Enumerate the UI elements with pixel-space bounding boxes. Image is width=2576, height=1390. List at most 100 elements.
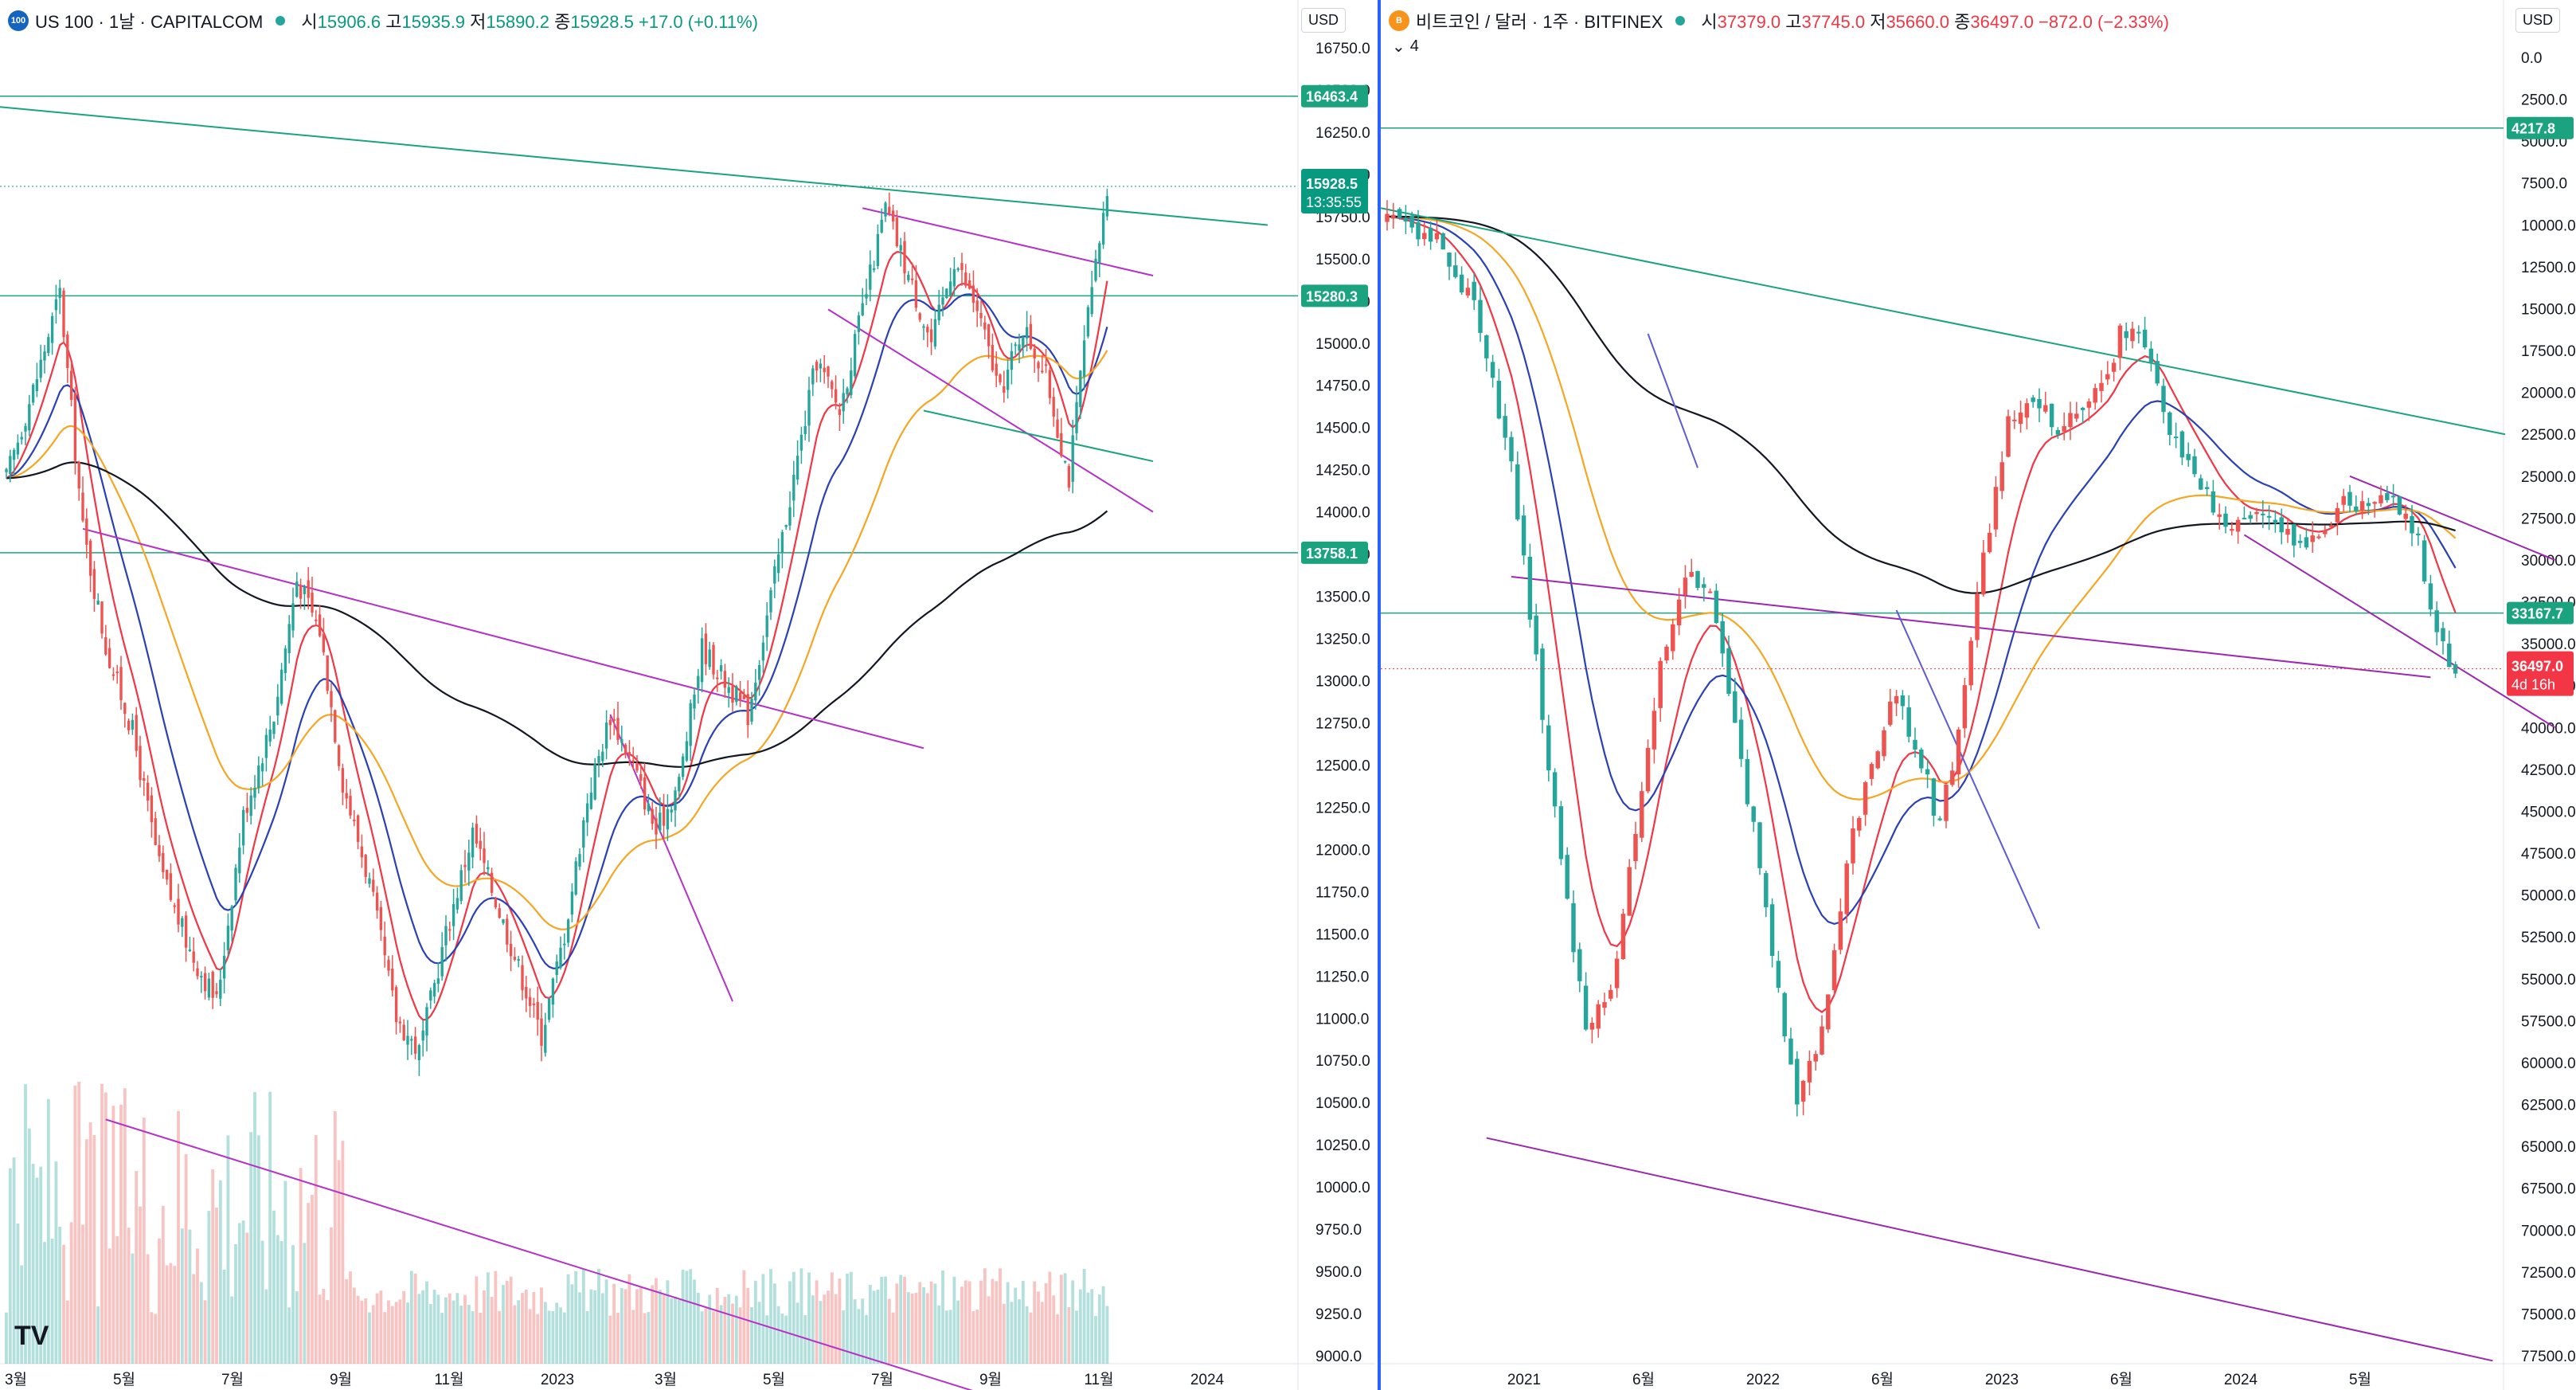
candle-body [417,1045,421,1060]
candle-body [933,319,937,347]
candle-body [1082,340,1086,378]
time-axis-label: 2024 [1190,1372,1225,1388]
price-axis-label: 57500.0 [2521,1013,2576,1030]
volume-bar [651,1285,655,1364]
volume-bar [792,1271,795,1364]
candle-body [2136,331,2141,334]
candle-body [589,793,593,809]
price-axis-label: 12250.0 [1315,800,1370,816]
volume-bar [43,1242,46,1364]
volume-bar [35,1177,39,1364]
candle-body [115,672,119,674]
candle-body [708,649,711,668]
candle-body [188,950,192,952]
ohlc-value: 35660.0 [1886,12,1949,32]
tradingview-logo[interactable]: TV [14,1321,49,1351]
candle-body [1620,914,1626,960]
candle-body [111,674,115,676]
candle-body [1440,233,1445,250]
time-axis-label: 2023 [541,1372,574,1388]
candle-body [1676,599,1682,626]
volume-bar [842,1310,846,1364]
ohlc-value: 15935.9 [401,12,466,32]
candle-body [792,474,795,501]
candle-body [368,878,371,884]
candle-body [869,264,872,290]
candle-body [502,919,505,923]
right-symbol-title[interactable]: 비트코인 / 달러 · 1주 · BITFINEX [1416,12,1663,32]
volume-bar [444,1297,448,1364]
volume-bar [494,1271,498,1364]
left-currency-button[interactable]: USD [1301,8,1347,33]
candle-body [811,368,815,385]
volume-bar [906,1292,910,1364]
volume-bar [326,1300,330,1364]
candle-body [253,787,256,798]
candle-body [1826,994,1831,1030]
candle-body [2248,515,2253,519]
volume-bar [1018,1299,1021,1364]
candle-body [754,683,757,701]
volume-bar [681,1269,685,1364]
right-currency-button[interactable]: USD [2515,8,2561,33]
volume-bar [1056,1314,1059,1364]
left-chart-pane[interactable]: 100 US 100 · 1날 · CAPITALCOM 시15906.6 고1… [0,0,1375,1390]
left-chart-svg[interactable]: 16750.016500.016250.016000.015750.015500… [0,0,1375,1390]
candle-body [2254,511,2259,515]
volume-bar [428,1303,432,1364]
volume-bar [827,1290,830,1364]
indicators-toggle[interactable]: ⌄ 4 [1392,37,1419,57]
volume-bar [421,1290,425,1364]
candle-body [1571,903,1576,953]
volume-bar [54,1161,58,1364]
candle-body [1478,300,1483,333]
volume-bar [398,1299,402,1364]
volume-bar [8,1168,12,1364]
candle-body [723,671,727,688]
candle-body [494,898,498,908]
right-chart-svg[interactable]: 0.02500.05000.07500.010000.012500.015000… [1381,0,2576,1390]
price-axis-label: 16750.0 [1315,41,1370,57]
volume-bar [383,1312,387,1364]
volume-bar [104,1092,107,1364]
volume-bar [498,1310,502,1364]
left-symbol-title[interactable]: US 100 · 1날 · CAPITALCOM [35,12,264,32]
candle-body [1052,397,1055,417]
price-axis-label: 10500.0 [1315,1095,1370,1112]
candle-body [1875,751,1880,769]
chevron-down-icon[interactable]: ⌄ [1392,38,1405,56]
volume-bar [738,1307,742,1364]
volume-bar [291,1245,295,1364]
candle-body [712,644,715,675]
volume-bar [581,1269,585,1364]
bitcoin-icon: B [1389,10,1409,31]
volume-bar [483,1290,486,1364]
volume-bar [1014,1287,1018,1364]
candle-body [1950,770,1955,785]
candle-body [107,648,111,668]
candle-body [1583,985,1589,1030]
candle-body [1993,487,1999,530]
volume-bar [918,1282,922,1364]
candle-body [952,268,956,287]
candle-body [1079,370,1082,408]
volume-bar [241,1220,245,1364]
candle-body [1025,327,1029,339]
volume-bar [256,1135,260,1364]
candle-body [1981,552,1986,595]
candle-body [861,303,864,315]
candle-body [1385,213,1390,222]
candle-body [66,335,69,369]
candle-body [283,648,287,673]
right-chart-pane[interactable]: B 비트코인 / 달러 · 1주 · BITFINEX 시37379.0 고37… [1378,0,2576,1390]
candle-body [1521,515,1526,556]
candle-body [823,367,826,373]
candle-body [716,677,719,679]
volume-bar [693,1279,696,1364]
volume-bar [670,1298,674,1364]
volume-bar [952,1276,956,1364]
candle-body [364,855,367,877]
candle-body [463,864,467,867]
volume-bar [643,1313,647,1364]
candle-body [765,615,768,637]
